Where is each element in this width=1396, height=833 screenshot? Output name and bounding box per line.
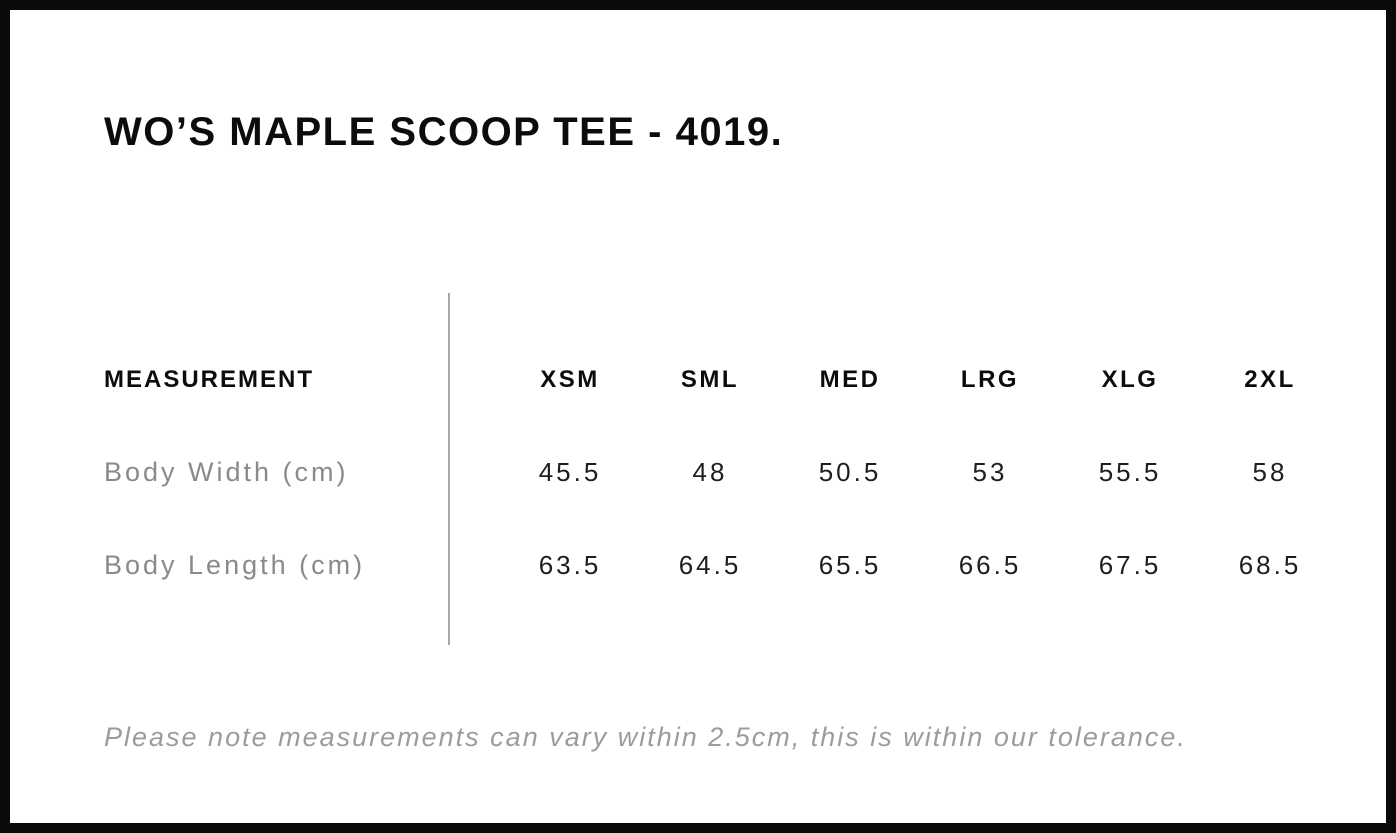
- table-column-divider: [448, 293, 450, 645]
- body-length-xsm: 63.5: [538, 550, 602, 580]
- body-length-lrg: 66.5: [958, 550, 1022, 580]
- column-header-med: MED: [819, 365, 881, 393]
- body-length-2xl: 68.5: [1238, 550, 1302, 580]
- body-width-xsm: 45.5: [538, 457, 602, 487]
- column-header-lrg: LRG: [960, 365, 1020, 393]
- body-length-sml: 64.5: [678, 550, 742, 580]
- tolerance-note: Please note measurements can vary within…: [104, 722, 1187, 752]
- body-width-sml: 48: [692, 457, 728, 487]
- body-width-med: 50.5: [818, 457, 882, 487]
- body-width-xlg: 55.5: [1098, 457, 1162, 487]
- column-header-xlg: XLG: [1101, 365, 1159, 393]
- column-header-2xl: 2XL: [1244, 365, 1296, 393]
- row-label-body-width: Body Width (cm): [104, 457, 349, 487]
- body-length-med: 65.5: [818, 550, 882, 580]
- row-label-body-length: Body Length (cm): [104, 550, 366, 580]
- column-header-xsm: XSM: [540, 365, 600, 393]
- column-header-sml: SML: [680, 365, 740, 393]
- column-header-measurement: MEASUREMENT: [104, 365, 315, 393]
- body-width-lrg: 53: [972, 457, 1008, 487]
- body-width-2xl: 58: [1252, 457, 1288, 487]
- page-title: WO’S MAPLE SCOOP TEE - 4019.: [104, 110, 784, 154]
- size-table: MEASUREMENT XSM SML MED LRG XLG 2XL Body…: [104, 333, 1340, 612]
- body-length-xlg: 67.5: [1098, 550, 1162, 580]
